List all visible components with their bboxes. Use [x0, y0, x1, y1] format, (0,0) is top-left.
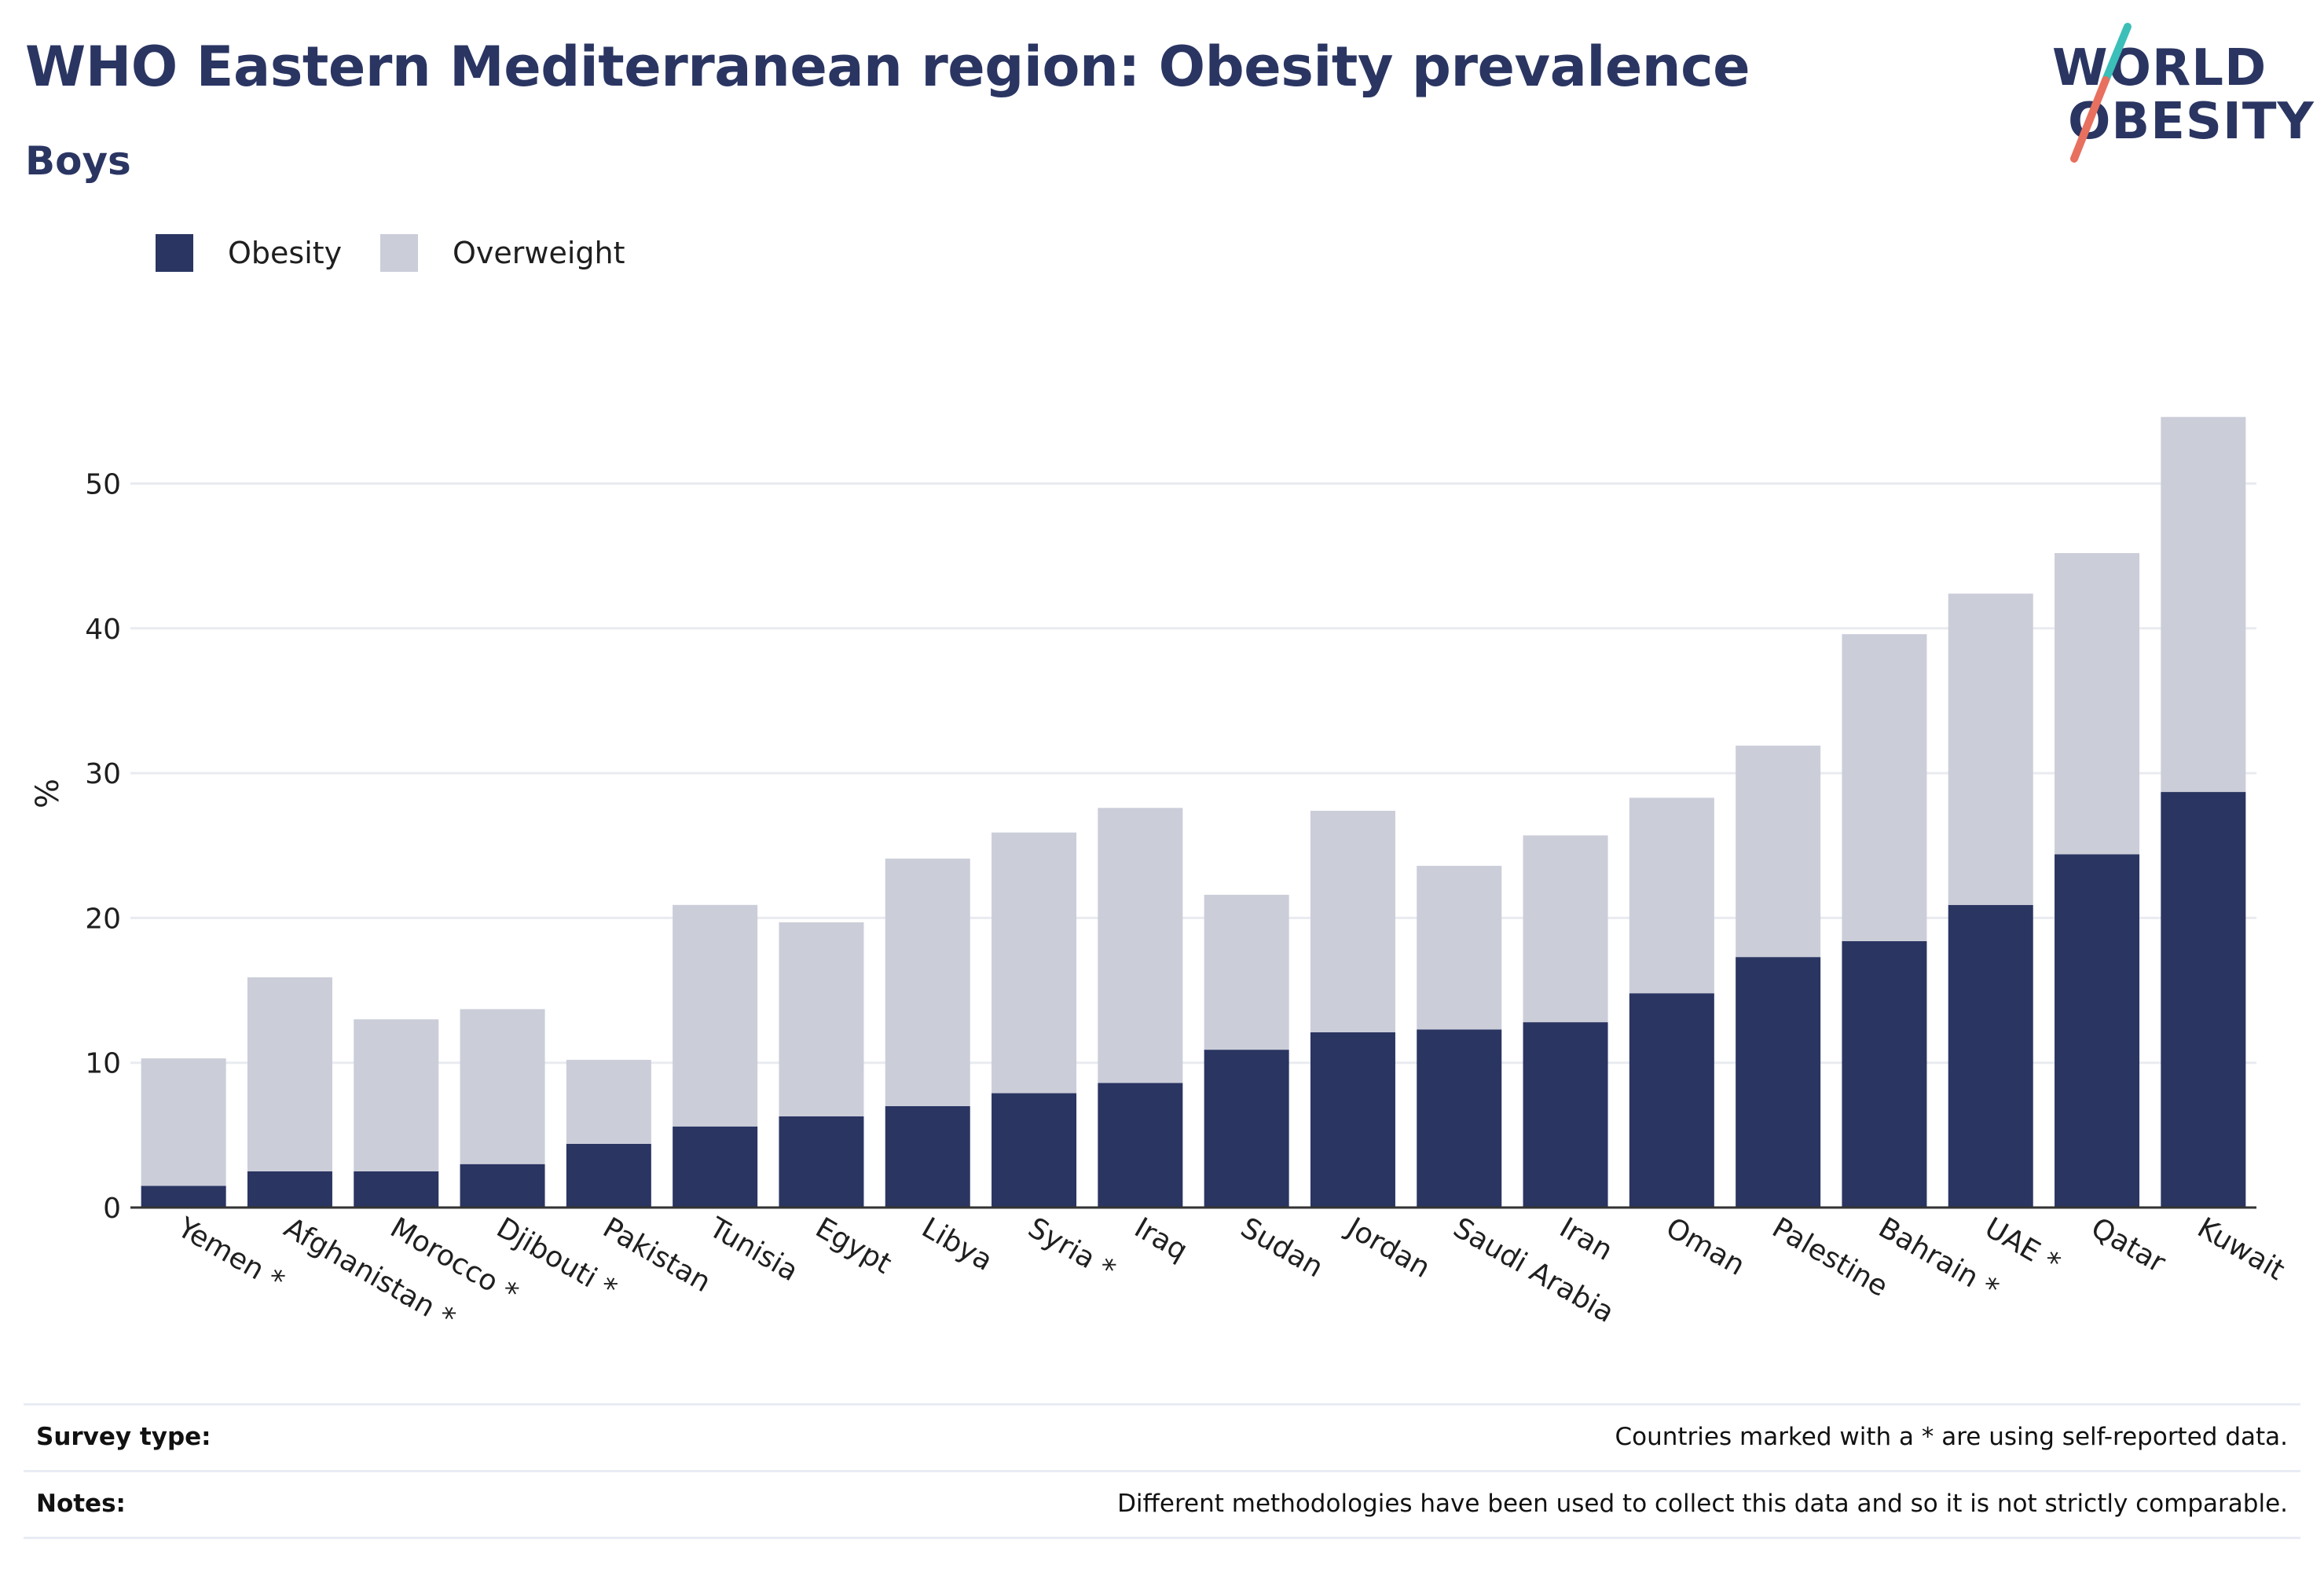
footer-row-notes: Notes: Different methodologies have been… — [24, 1470, 2300, 1539]
bar-overweight-jordan — [1310, 811, 1395, 1032]
legend-label-overweight: Overweight — [453, 236, 625, 270]
bar-obesity-syria — [992, 1093, 1077, 1208]
bar-overweight-libya — [885, 858, 970, 1106]
bar-overweight-qatar — [2055, 552, 2140, 855]
legend-swatch-obesity — [156, 234, 193, 272]
chart-subtitle: Boys — [25, 138, 131, 184]
x-tick-label: Qatar — [2086, 1211, 2171, 1279]
bar-obesity-pakistan — [566, 1143, 651, 1208]
bar-obesity-kuwait — [2161, 792, 2246, 1208]
bar-obesity-saudi-arabia — [1417, 1029, 1502, 1208]
bar-obesity-iran — [1523, 1022, 1608, 1208]
bar-overweight-yemen — [141, 1058, 226, 1186]
y-tick-label: 40 — [85, 614, 121, 646]
bar-obesity-oman — [1629, 993, 1714, 1208]
bar-overweight-iran — [1523, 835, 1608, 1023]
chart-footer: Survey type: Countries marked with a * a… — [24, 1403, 2300, 1539]
logo-text-line1: WORLD — [2052, 39, 2267, 97]
bar-overweight-syria — [992, 832, 1077, 1094]
x-tick-label: Libya — [916, 1211, 998, 1277]
x-tick-label: UAE * — [1979, 1211, 2066, 1280]
footer-key-notes: Notes: — [36, 1490, 126, 1518]
bar-obesity-palestine — [1736, 957, 1821, 1208]
logo-slash-icon — [2070, 23, 2132, 163]
x-tick-label: Yemen * — [171, 1211, 289, 1298]
chart-title: WHO Eastern Mediterranean region: Obesit… — [25, 35, 1750, 99]
y-tick-label: 0 — [103, 1193, 121, 1225]
x-tick-label: Kuwait — [2192, 1211, 2290, 1287]
bar-overweight-kuwait — [2161, 416, 2246, 793]
x-tick-label: Syria * — [1023, 1211, 1121, 1287]
legend-label-obesity: Obesity — [228, 236, 343, 270]
x-tick-label: Palestine — [1767, 1211, 1893, 1303]
x-tick-label: Jordan — [1340, 1211, 1435, 1285]
world-obesity-logo: WORLD OBESITY — [2052, 23, 2314, 165]
bar-overweight-djibouti — [460, 1009, 545, 1164]
x-tick-label: Oman — [1660, 1211, 1750, 1282]
bar-overweight-uae — [1948, 593, 2033, 905]
bar-overweight-oman — [1629, 797, 1714, 994]
x-tick-label: Egypt — [810, 1211, 896, 1280]
x-tick-label: Iran — [1554, 1211, 1618, 1267]
x-tick-label: Bahrain * — [1873, 1211, 2004, 1306]
bar-obesity-egypt — [779, 1116, 864, 1208]
bar-obesity-morocco — [354, 1171, 439, 1208]
bar-obesity-qatar — [2055, 854, 2140, 1208]
x-tick-label: Iraq — [1129, 1211, 1193, 1267]
x-tick-label: Sudan — [1235, 1211, 1329, 1284]
y-tick-label: 10 — [85, 1048, 121, 1080]
bar-overweight-sudan — [1204, 894, 1289, 1050]
bar-overweight-tunisia — [673, 904, 758, 1127]
bar-obesity-bahrain — [1842, 940, 1927, 1208]
bar-overweight-pakistan — [566, 1060, 651, 1144]
footer-value-survey-type: Countries marked with a * are using self… — [1615, 1423, 2289, 1451]
y-tick-label: 50 — [85, 469, 121, 501]
bar-overweight-bahrain — [1842, 634, 1927, 941]
footer-key-survey-type: Survey type: — [36, 1423, 211, 1451]
bar-obesity-sudan — [1204, 1050, 1289, 1208]
bar-obesity-iraq — [1098, 1083, 1183, 1208]
footer-row-survey-type: Survey type: Countries marked with a * a… — [24, 1403, 2300, 1470]
bar-obesity-djibouti — [460, 1164, 545, 1208]
bar-overweight-morocco — [354, 1019, 439, 1171]
bar-obesity-tunisia — [673, 1126, 758, 1208]
x-tick-label: Tunisia — [703, 1211, 804, 1288]
bar-obesity-yemen — [141, 1186, 226, 1208]
bar-obesity-libya — [885, 1105, 970, 1208]
y-tick-label: 20 — [85, 903, 121, 935]
logo-text-line2: OBESITY — [2068, 93, 2315, 151]
bar-overweight-afghanistan — [247, 977, 332, 1171]
bar-obesity-uae — [1948, 904, 2033, 1208]
bar-overweight-iraq — [1098, 808, 1183, 1083]
bar-overweight-palestine — [1736, 746, 1821, 958]
y-axis-title: % — [30, 779, 66, 808]
bar-overweight-egypt — [779, 922, 864, 1116]
bar-obesity-jordan — [1310, 1032, 1395, 1208]
footer-value-notes: Different methodologies have been used t… — [1117, 1490, 2288, 1518]
bar-overweight-saudi-arabia — [1417, 866, 1502, 1030]
legend-swatch-overweight — [380, 234, 418, 272]
bar-obesity-afghanistan — [247, 1171, 332, 1208]
y-tick-label: 30 — [85, 758, 121, 790]
